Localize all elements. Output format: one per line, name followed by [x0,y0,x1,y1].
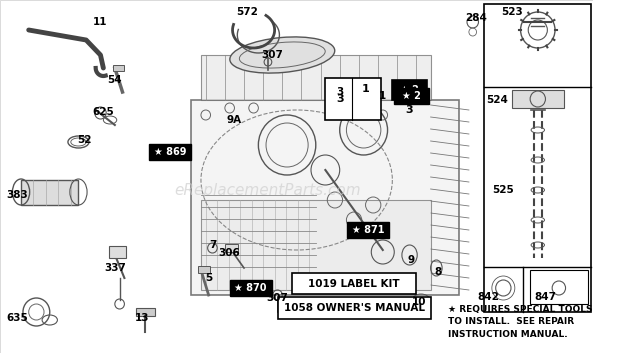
Text: 1019 LABEL KIT: 1019 LABEL KIT [308,279,400,289]
Ellipse shape [230,37,335,73]
Text: ★ 871: ★ 871 [352,225,384,235]
Text: 5: 5 [205,273,212,283]
Text: 11: 11 [93,17,108,27]
Bar [21,180,79,205]
Text: 307: 307 [262,50,284,60]
Text: 625: 625 [92,107,114,117]
Text: 1: 1 [379,91,386,101]
Bar [512,90,564,108]
Text: 3: 3 [405,105,414,115]
Text: 523: 523 [501,7,523,17]
Text: 284: 284 [464,13,487,23]
Bar [136,308,155,316]
Bar [392,80,427,100]
Text: ★ 2: ★ 2 [402,91,421,101]
Bar [394,88,428,104]
Text: ★ 2: ★ 2 [400,85,419,95]
Bar [201,200,431,290]
Bar [229,280,272,296]
Text: 3: 3 [336,87,343,97]
Bar [278,297,431,319]
Text: ★ REQUIRES SPECIAL TOOLS
TO INSTALL.  SEE REPAIR
INSTRUCTION MANUAL.: ★ REQUIRES SPECIAL TOOLS TO INSTALL. SEE… [448,305,592,339]
Text: 52: 52 [77,135,92,145]
Text: ★ 869: ★ 869 [154,147,187,157]
Bar [201,55,431,100]
Text: 306: 306 [219,248,241,258]
Text: 8: 8 [435,267,442,277]
Bar [113,65,125,71]
Text: 9: 9 [408,255,415,265]
Text: 842: 842 [477,292,499,302]
Bar [484,4,591,312]
Bar [225,244,238,252]
Text: 1058 OWNER'S MANUAL: 1058 OWNER'S MANUAL [283,303,425,313]
Bar [326,78,381,120]
Bar [149,144,192,160]
Text: 337: 337 [104,263,126,273]
Text: ★ 870: ★ 870 [234,283,267,293]
Text: 635: 635 [6,313,28,323]
Text: 13: 13 [135,313,149,323]
Text: 1: 1 [361,84,370,94]
Text: 524: 524 [485,95,508,105]
Text: 572: 572 [236,7,258,17]
Text: 3: 3 [336,94,343,104]
Text: 383: 383 [6,190,28,200]
Text: 54: 54 [107,75,122,85]
Text: eReplacementParts.com: eReplacementParts.com [175,183,361,197]
Bar [198,266,210,273]
Text: 307: 307 [267,293,288,303]
Text: 847: 847 [534,292,557,302]
Text: 10: 10 [412,297,427,307]
Text: 525: 525 [492,185,514,195]
Text: 9A: 9A [227,115,242,125]
Bar [530,270,588,304]
Bar [292,273,416,294]
Bar [192,100,459,295]
Bar [347,222,389,238]
Bar [109,246,126,258]
Text: 7: 7 [209,240,216,250]
